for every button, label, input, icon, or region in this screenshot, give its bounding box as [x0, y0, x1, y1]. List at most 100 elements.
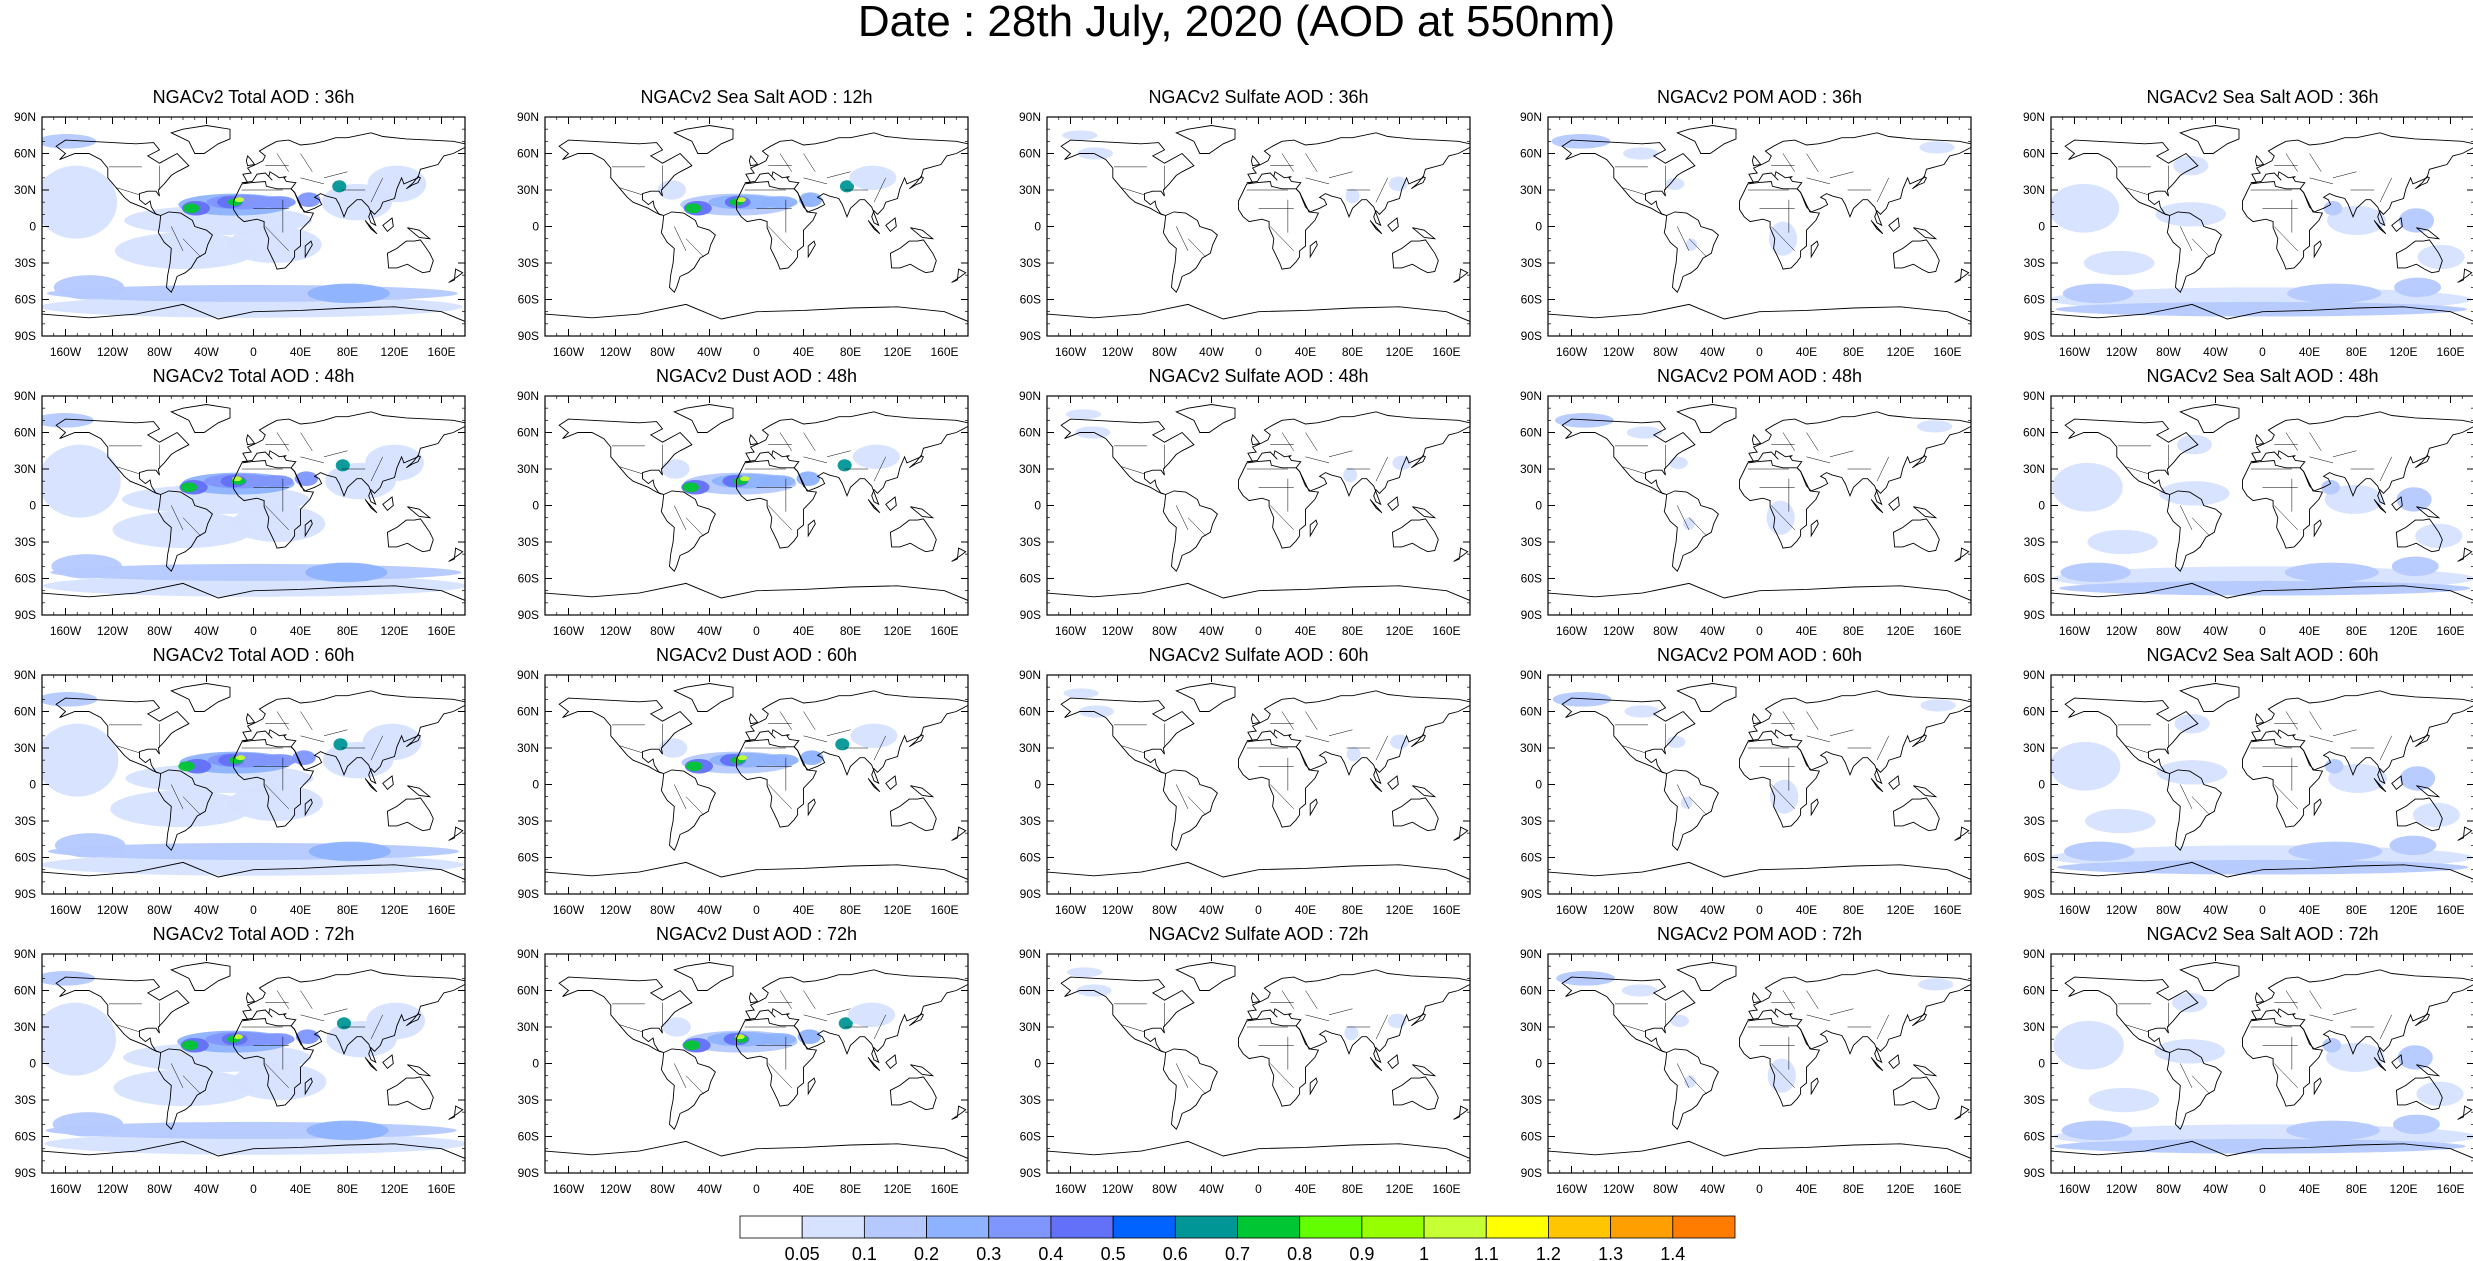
country-border — [2191, 238, 2210, 258]
aod-plume — [1551, 134, 1611, 149]
lon-tick-label: 120E — [1385, 345, 1413, 359]
aod-plume — [2327, 205, 2386, 236]
lon-tick-label: 160W — [1556, 1182, 1588, 1196]
aod-plume — [336, 1017, 352, 1030]
country-border — [171, 784, 184, 809]
map-plot: 90N 60N 30N 0 30S 60S 90S 160W 120W 80W 40W 0 40E 80E… — [14, 110, 466, 359]
coastline — [1912, 734, 1928, 748]
lat-tick-label: 30N — [517, 741, 539, 755]
coastline — [241, 411, 465, 506]
aod-plume — [682, 482, 699, 493]
aod-plume — [2322, 1037, 2342, 1053]
coastline — [1309, 1077, 1318, 1096]
lon-tick-label: 120W — [600, 1182, 632, 1196]
coastline — [304, 519, 313, 538]
coastline — [744, 969, 968, 1064]
lat-tick-label: 0 — [29, 1057, 36, 1071]
lat-tick-label: 30S — [518, 256, 539, 270]
lon-tick-label: 120E — [380, 624, 408, 638]
lat-tick-label: 60N — [1019, 984, 1041, 998]
map-panel-dust-48h: NGACv2 Dust AOD : 48h 90N 60N 30N 0 30S 60S 90S… — [517, 366, 969, 638]
coastline — [386, 239, 434, 274]
lat-tick-label: 0 — [2038, 220, 2045, 234]
coastline — [1391, 518, 1439, 553]
coastline — [1548, 582, 1971, 615]
map-panel-dust-60h: NGACv2 Dust AOD : 60h 90N 60N 30N 0 30S 60S 90S… — [517, 645, 969, 917]
map-panel-pom-72h: NGACv2 POM AOD : 72h 90N 60N 30N 0 30S 60S 90S 1… — [1520, 924, 1972, 1196]
map-plot: 90N 60N 30N 0 30S 60S 90S 160W 120W 80W 40W 0 40E 80E… — [1520, 389, 1972, 638]
coastline — [382, 1054, 394, 1070]
aod-plume — [799, 750, 824, 766]
coastline — [545, 1140, 968, 1173]
coastline — [951, 826, 967, 841]
lon-tick-label: 120E — [883, 624, 911, 638]
lon-tick-label: 40W — [1700, 345, 1725, 359]
aod-plume — [2286, 1120, 2380, 1141]
coastline — [1250, 433, 1261, 446]
map-panel-total-72h: NGACv2 Total AOD : 72h 90N 60N 30N 0 30S 60S 90… — [14, 924, 466, 1196]
country-border — [1771, 784, 1795, 810]
coastline — [807, 240, 816, 259]
lat-tick-label: 30S — [15, 535, 36, 549]
coastline — [407, 227, 432, 240]
coastline — [55, 976, 190, 1053]
lon-tick-label: 160E — [1933, 903, 1961, 917]
lon-tick-label: 160W — [1055, 345, 1087, 359]
coastline — [2242, 181, 2324, 270]
country-border — [1621, 745, 1646, 754]
lat-tick-label: 90S — [1020, 1166, 1041, 1180]
lat-tick-label: 30N — [14, 1020, 36, 1034]
panel-title: NGACv2 POM AOD : 72h — [1656, 924, 1863, 944]
country-border — [1806, 177, 1831, 185]
coastline — [386, 797, 434, 832]
coastline — [1047, 582, 1470, 615]
lon-tick-label: 40E — [1796, 1182, 1817, 1196]
coastline — [748, 433, 759, 446]
aod-plume — [683, 1040, 701, 1051]
colorbar-swatch — [1174, 1215, 1238, 1239]
aod-plume — [2394, 277, 2442, 298]
lat-tick-label: 90S — [15, 329, 36, 343]
aod-plume — [740, 476, 750, 482]
coastline — [744, 411, 968, 506]
country-border — [803, 1014, 828, 1022]
coastline — [1888, 217, 1900, 233]
lon-tick-label: 160E — [427, 345, 455, 359]
country-border — [1270, 505, 1294, 531]
coastline — [910, 785, 935, 798]
lat-tick-label: 90S — [518, 887, 539, 901]
coastline — [673, 125, 734, 154]
lon-tick-label: 80E — [2346, 1182, 2367, 1196]
lat-tick-label: 0 — [2038, 1057, 2045, 1071]
aod-plume — [736, 197, 746, 203]
coastline — [55, 697, 190, 774]
lat-tick-label: 30S — [518, 814, 539, 828]
colorbar-label: 1.1 — [1474, 1244, 1499, 1261]
coastline — [1913, 506, 1938, 519]
coastline — [889, 1076, 937, 1111]
lon-tick-label: 160W — [2059, 903, 2091, 917]
colorbar-label: 0.9 — [1349, 1244, 1374, 1261]
country-border — [1305, 1014, 1330, 1022]
country-border — [1375, 177, 1388, 203]
aod-plume — [2415, 523, 2463, 549]
lat-tick-label: 0 — [29, 220, 36, 234]
coastline — [2179, 125, 2240, 154]
coastline — [748, 991, 759, 1004]
lon-tick-label: 160E — [427, 1182, 455, 1196]
country-border — [276, 432, 289, 451]
lon-tick-label: 160E — [930, 903, 958, 917]
lat-tick-label: 30N — [1019, 741, 1041, 755]
lon-tick-label: 40W — [194, 903, 219, 917]
coastline — [2395, 1076, 2443, 1111]
map-panel-seasalt-36h: NGACv2 Sea Salt AOD : 36h 90N 60N 30N 0 30S 60… — [2023, 87, 2473, 359]
lon-tick-label: 120E — [2389, 1182, 2417, 1196]
lat-tick-label: 90N — [2023, 389, 2045, 403]
lat-tick-label: 60S — [15, 1130, 36, 1144]
coastline — [233, 739, 315, 828]
coastline — [382, 217, 394, 233]
country-border — [300, 456, 325, 464]
lat-tick-label: 90N — [1019, 110, 1041, 124]
coastline — [386, 518, 434, 553]
lon-tick-label: 160W — [50, 345, 82, 359]
